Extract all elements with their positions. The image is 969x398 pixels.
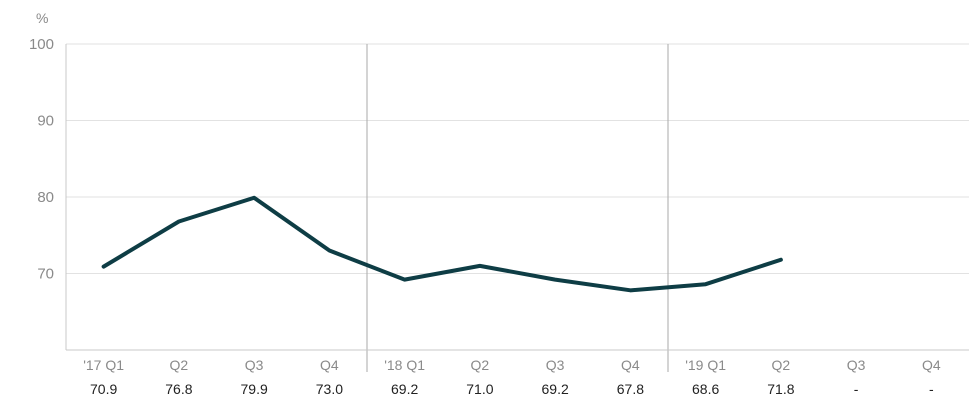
value-label: 73.0 [316,381,343,397]
grid [66,43,969,274]
x-tick-label: '18 Q1 [384,357,425,373]
x-tick-label: Q3 [245,357,264,373]
y-axis-ticks: 70 80 90 100 [29,36,54,283]
year-dividers [366,44,669,372]
value-label: 71.0 [466,381,493,397]
y-unit-label: % [36,10,48,26]
value-label: 71.8 [767,381,794,397]
value-label: 79.9 [241,381,268,397]
y-tick-label: 70 [37,266,54,283]
series-layer [101,195,783,293]
x-tick-label: Q2 [471,357,490,373]
value-label: 68.6 [692,381,719,397]
value-label: 70.9 [90,381,117,397]
x-tick-label: Q4 [621,357,640,373]
y-tick-label: 90 [37,113,54,130]
series-line [101,195,783,293]
x-tick-label: Q2 [772,357,791,373]
x-tick-label: Q4 [922,357,941,373]
value-label: 67.8 [617,381,644,397]
x-axis-ticks: '17 Q1 Q2 Q3 Q4 '18 Q1 Q2 Q3 Q4 '19 Q1 Q2 Q3 Q4 [83,357,941,373]
axes [65,44,969,351]
x-tick-label: '19 Q1 [685,357,726,373]
value-labels: 70.9 76.8 79.9 73.0 69.2 71.0 69.2 67.8 68.6 71.8… [90,381,934,397]
value-label: 69.2 [391,381,418,397]
value-label: - [854,381,859,397]
value-label: 69.2 [542,381,569,397]
x-tick-label: Q2 [170,357,189,373]
value-label: 76.8 [165,381,192,397]
y-tick-label: 100 [29,36,54,53]
x-tick-label: '17 Q1 [83,357,124,373]
y-tick-label: 80 [37,189,54,206]
x-tick-label: Q4 [320,357,339,373]
value-label: - [929,381,934,397]
x-tick-label: Q3 [847,357,866,373]
x-tick-label: Q3 [546,357,565,373]
